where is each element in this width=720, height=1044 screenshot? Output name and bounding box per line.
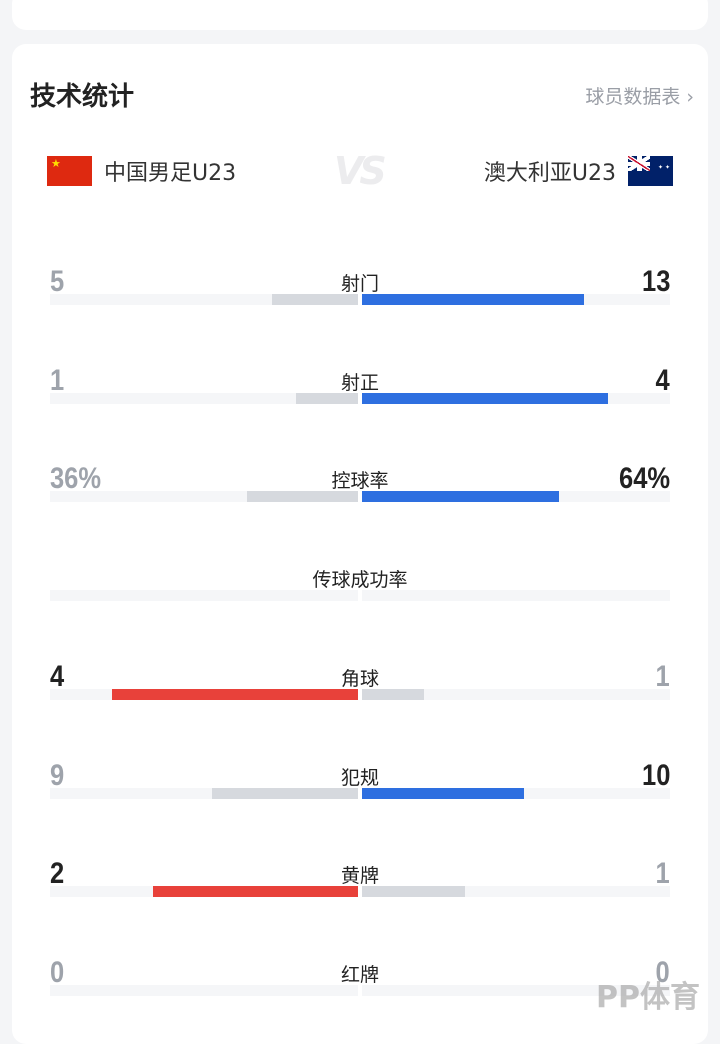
away-value: 13 <box>641 265 670 298</box>
home-value: 4 <box>50 659 65 693</box>
away-bar-fill <box>362 491 560 503</box>
stat-row: 传球成功率 <box>50 561 670 621</box>
home-value: 0 <box>50 955 65 989</box>
away-value: 64% <box>618 462 670 496</box>
stat-label: 犯规 <box>340 766 379 789</box>
stat-row: 5 射门 13 <box>50 265 670 325</box>
stat-row: 36% 控球率 64% <box>50 462 670 522</box>
stat-label: 射正 <box>340 371 379 394</box>
away-bar-track <box>362 688 670 700</box>
home-team-name: 中国男足U23 <box>104 161 237 186</box>
home-bar-fill <box>111 688 358 700</box>
stat-row: 2 黄牌 1 <box>50 857 670 917</box>
home-value: 9 <box>50 758 65 792</box>
home-bar-fill <box>212 787 358 799</box>
home-team: 中国男足U23 <box>47 155 236 187</box>
china-flag-icon <box>47 156 92 186</box>
stat-label: 角球 <box>340 667 379 690</box>
home-bar-fill <box>272 294 358 305</box>
player-stats-link[interactable]: 球员数据表 › <box>585 86 694 108</box>
away-bar-fill <box>362 294 585 305</box>
away-bar-track <box>362 590 670 602</box>
away-bar-track <box>362 491 670 503</box>
away-bar-track <box>362 787 670 799</box>
australia-flag-icon <box>628 156 673 186</box>
pp-sports-watermark: PP体育 <box>596 980 700 1015</box>
home-bar-fill <box>296 392 358 404</box>
stat-label: 黄牌 <box>340 865 379 888</box>
stat-label: 控球率 <box>331 470 389 493</box>
away-bar-fill <box>362 392 609 404</box>
home-bar-track <box>50 392 358 404</box>
away-value: 10 <box>641 758 670 792</box>
home-bar-track <box>50 688 358 700</box>
stat-row: 0 红牌 0 <box>50 956 670 1016</box>
away-value: 1 <box>655 659 670 693</box>
home-bar-track <box>50 787 358 799</box>
away-value: 1 <box>655 857 670 891</box>
away-value: 4 <box>655 363 670 397</box>
home-bar-track <box>50 491 358 503</box>
home-bar-fill <box>152 886 358 898</box>
home-bar-fill <box>247 491 358 503</box>
stat-row: 1 射正 4 <box>50 364 670 424</box>
stat-label: 传球成功率 <box>312 569 408 592</box>
vs-icon: VS <box>334 149 387 193</box>
away-bar-track <box>362 984 670 996</box>
home-bar-track <box>50 984 358 996</box>
stat-row: 4 角球 1 <box>50 660 670 720</box>
away-bar-track <box>362 392 670 404</box>
section-title: 技术统计 <box>30 82 135 112</box>
away-bar-fill <box>362 886 465 898</box>
stat-label: 射门 <box>340 273 379 295</box>
previous-card <box>12 0 708 30</box>
home-value: 36% <box>50 462 102 496</box>
home-value: 1 <box>50 363 65 397</box>
stat-label: 红牌 <box>340 963 379 986</box>
away-bar-fill <box>362 688 424 700</box>
tech-stats-card: 技术统计 球员数据表 › 中国男足U23 VS 澳大利亚U23 5 射门 13 … <box>12 44 708 1044</box>
teams-header: 中国男足U23 VS 澳大利亚U23 <box>12 149 708 195</box>
away-bar-track <box>362 886 670 898</box>
home-bar-track <box>50 886 358 898</box>
away-team-name: 澳大利亚U23 <box>483 161 616 186</box>
stat-row: 9 犯规 10 <box>50 759 670 819</box>
home-bar-track <box>50 590 358 602</box>
away-bar-track <box>362 294 670 305</box>
home-value: 5 <box>50 265 65 298</box>
away-bar-fill <box>362 787 525 799</box>
home-bar-track <box>50 294 358 305</box>
away-team: 澳大利亚U23 <box>484 155 673 187</box>
home-value: 2 <box>50 857 65 891</box>
away-value: 0 <box>655 955 670 989</box>
